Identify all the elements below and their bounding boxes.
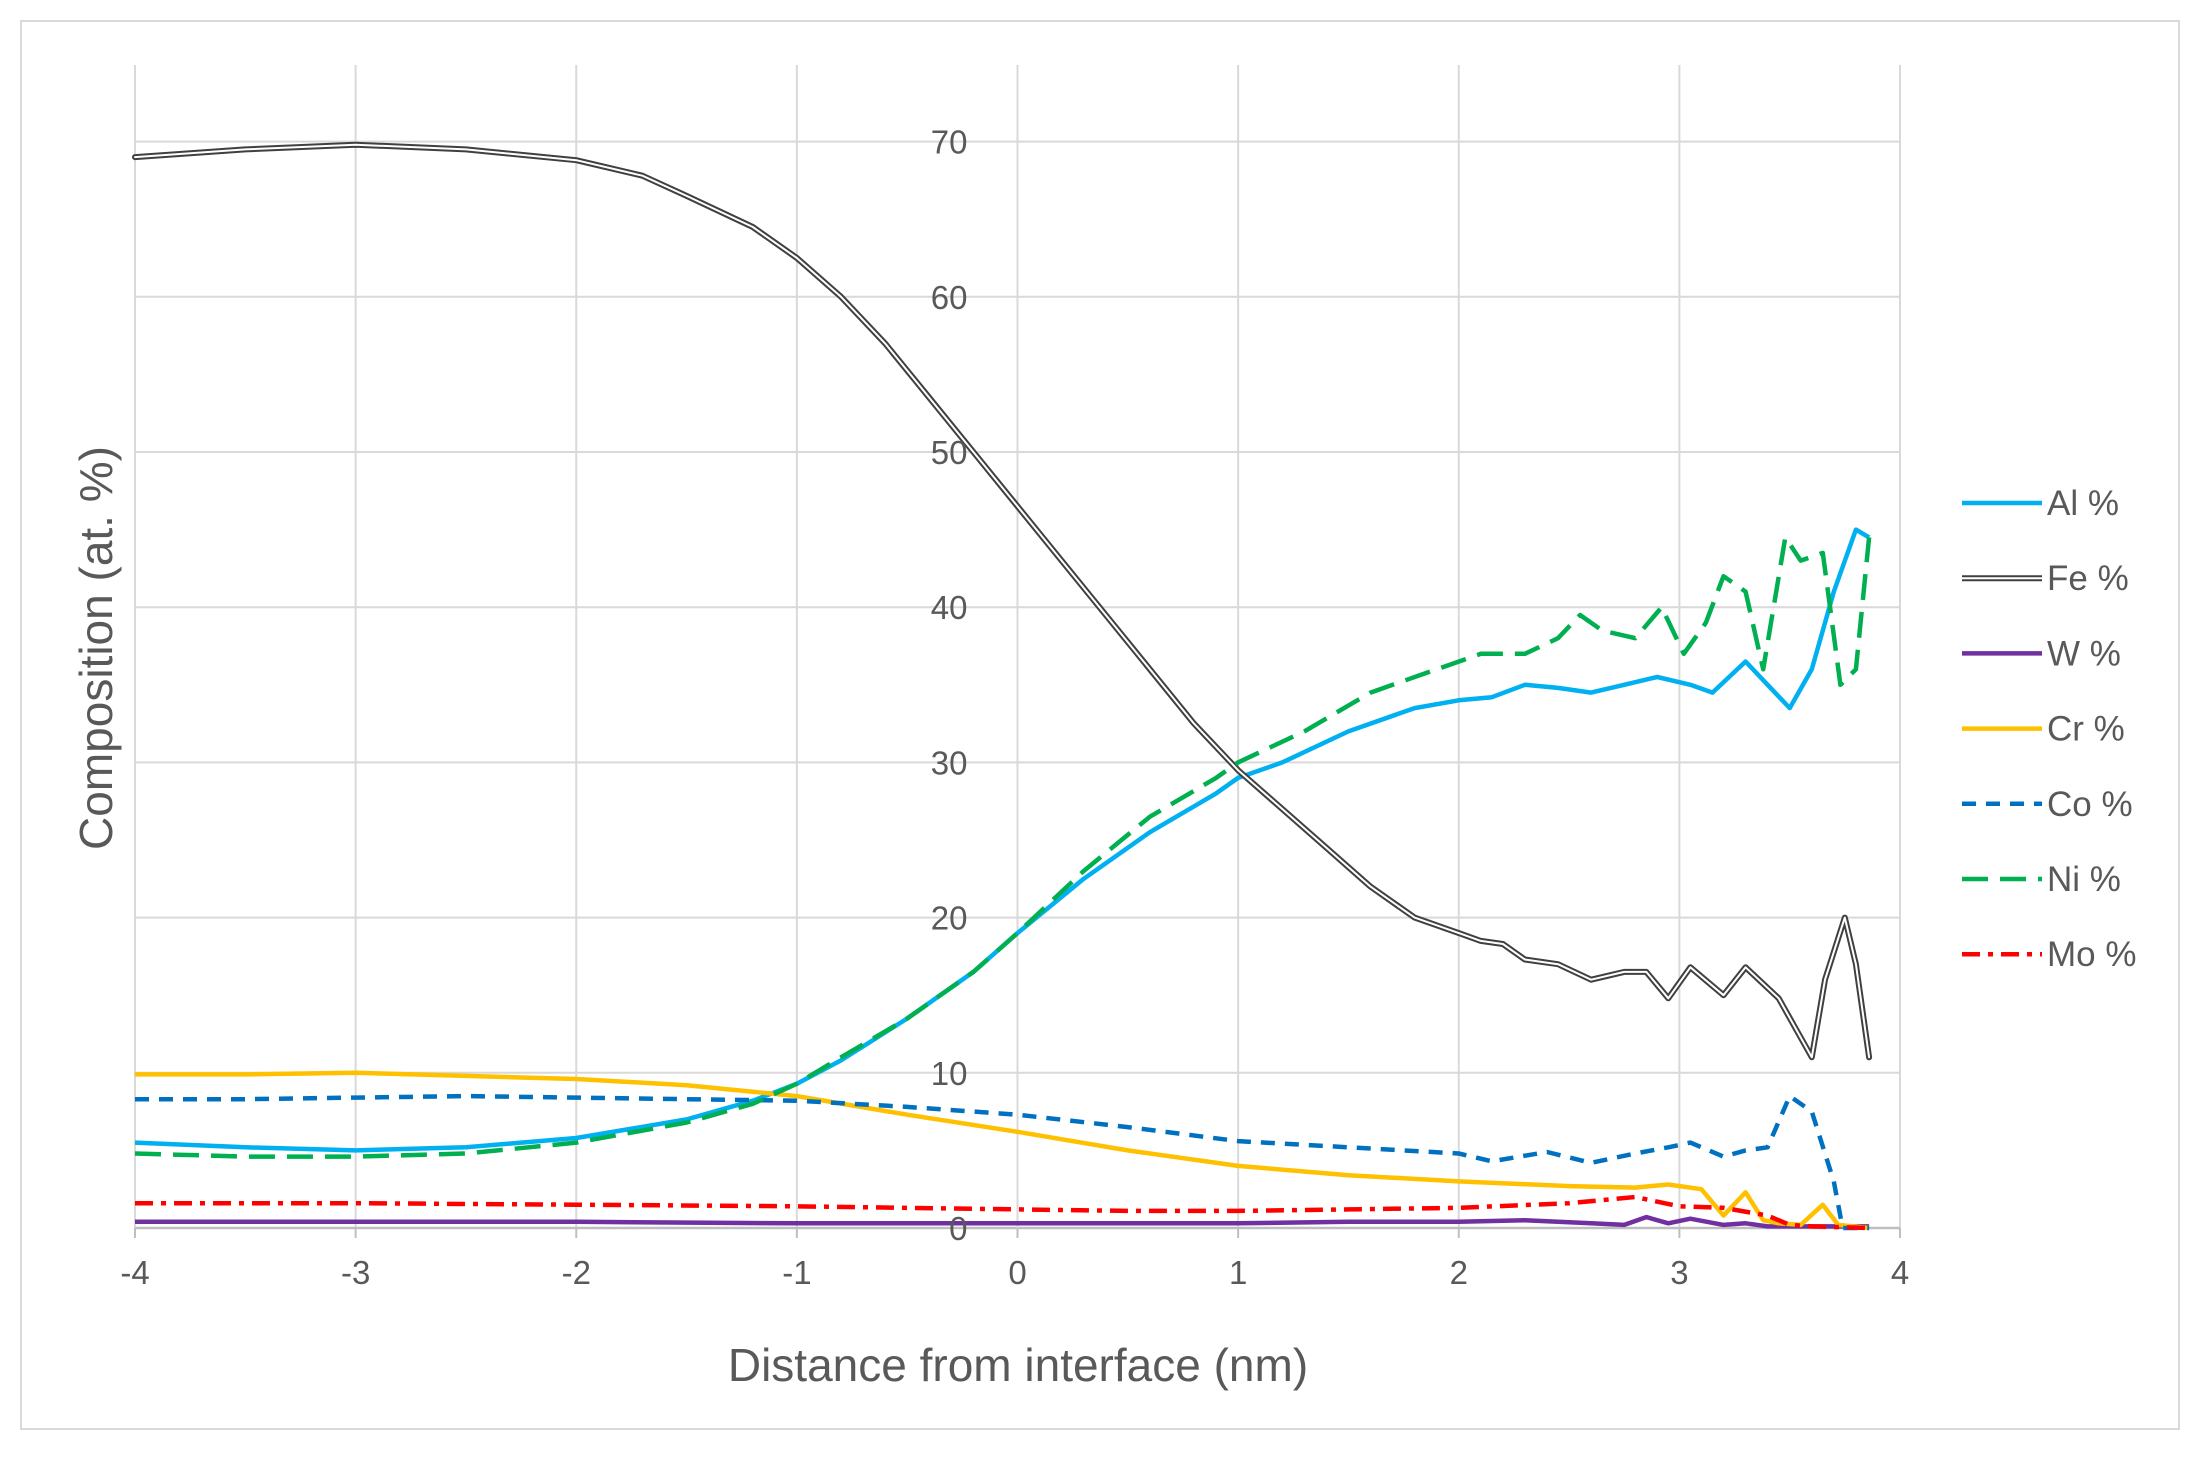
x-tick-label: -3 <box>341 1254 370 1291</box>
legend-item-al: Al % <box>1962 484 2119 523</box>
series-line-w <box>135 1214 1870 1229</box>
plot-area <box>132 141 1873 1231</box>
series-line-ni <box>134 535 1872 1159</box>
y-tick-label: 40 <box>931 589 968 626</box>
x-tick-label: 3 <box>1670 1254 1688 1291</box>
x-tick-label: -2 <box>562 1254 591 1291</box>
legend-label: W % <box>2047 634 2121 673</box>
y-tick-label: 10 <box>931 1055 968 1092</box>
legend-item-fe: Fe % <box>1962 559 2129 598</box>
chart-frame <box>20 20 2180 1430</box>
x-tick-label: 4 <box>1891 1254 1909 1291</box>
y-tick-label: 0 <box>949 1210 967 1247</box>
legend-label: Mo % <box>2047 935 2136 974</box>
legend-item-ni: Ni % <box>1962 860 2121 899</box>
x-tick-label: 2 <box>1450 1254 1468 1291</box>
y-tick-label: 60 <box>931 279 968 316</box>
y-tick-label: 50 <box>931 434 968 471</box>
x-tick-label: -4 <box>120 1254 149 1291</box>
legend-item-co: Co % <box>1962 785 2133 824</box>
legend: Al % Fe % W % Cr % Co % Ni % Mo % <box>1962 484 2136 974</box>
series-line-mo <box>135 1194 1870 1231</box>
legend-item-cr: Cr % <box>1962 710 2125 749</box>
x-axis-title: Distance from interface (nm) <box>728 1339 1308 1391</box>
y-axis-title: Composition (at. %) <box>70 446 122 850</box>
legend-label: Ni % <box>2047 860 2121 899</box>
legend-item-w: W % <box>1962 634 2121 673</box>
legend-label: Al % <box>2047 484 2119 523</box>
series-line-fe <box>132 141 1873 1061</box>
x-tick-label: 1 <box>1229 1254 1247 1291</box>
series-line-co <box>135 1093 1870 1231</box>
y-tick-label: 70 <box>931 124 968 161</box>
legend-label: Cr % <box>2047 710 2125 749</box>
y-tick-label: 20 <box>931 900 968 937</box>
grid <box>134 65 1901 1230</box>
series-line-cr <box>135 1070 1870 1231</box>
x-tick-label: -1 <box>782 1254 811 1291</box>
legend-item-mo: Mo % <box>1962 935 2136 974</box>
y-tick-label: 30 <box>931 744 968 781</box>
x-tick-label: 0 <box>1008 1254 1026 1291</box>
legend-label: Co % <box>2047 785 2133 824</box>
series-line-fe-inner <box>134 143 1871 1059</box>
series-line-al <box>134 527 1871 1153</box>
legend-label: Fe % <box>2047 559 2129 598</box>
